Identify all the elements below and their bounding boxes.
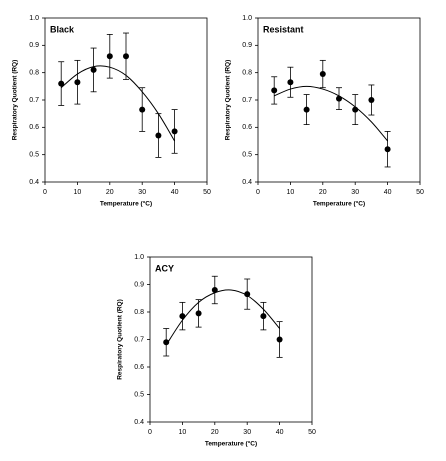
y-tick-label: 0.5 xyxy=(134,391,144,398)
y-tick-label: 0.8 xyxy=(29,70,39,77)
y-tick-label: 0.9 xyxy=(134,281,144,288)
y-tick-label: 0.4 xyxy=(134,419,144,426)
x-tick-label: 40 xyxy=(276,429,284,436)
x-tick-label: 20 xyxy=(211,429,219,436)
y-axis-label: Respiratory Quotient (RQ) xyxy=(117,299,124,380)
data-point xyxy=(123,53,129,60)
x-axis-label: Temperature (°C) xyxy=(100,200,152,208)
y-axis-label: Respiratory Quotient (RQ) xyxy=(225,60,232,141)
y-tick-label: 0.4 xyxy=(29,179,39,186)
fit-curve xyxy=(60,65,176,142)
data-point xyxy=(171,128,178,135)
data-point xyxy=(155,132,162,139)
data-point xyxy=(74,79,81,86)
data-point xyxy=(271,87,278,94)
x-tick-label: 50 xyxy=(308,429,316,436)
x-tick-label: 30 xyxy=(243,429,251,436)
data-point xyxy=(276,336,283,343)
y-tick-label: 0.7 xyxy=(134,336,144,343)
y-tick-label: 0.8 xyxy=(242,70,252,77)
x-tick-label: 20 xyxy=(319,189,327,196)
chart-title: ACY xyxy=(155,263,174,273)
y-tick-label: 0.5 xyxy=(29,152,39,159)
y-tick-label: 0.8 xyxy=(134,309,144,316)
y-tick-label: 0.6 xyxy=(242,124,252,131)
x-axis-label: Temperature (°C) xyxy=(313,200,365,208)
x-tick-label: 10 xyxy=(287,189,295,196)
x-tick-label: 0 xyxy=(148,429,152,436)
x-tick-label: 50 xyxy=(203,189,211,196)
data-point xyxy=(195,310,202,317)
x-tick-label: 0 xyxy=(43,189,47,196)
data-point xyxy=(352,106,359,113)
x-tick-label: 50 xyxy=(416,189,424,196)
y-tick-label: 0.6 xyxy=(29,124,39,131)
data-point xyxy=(106,53,113,60)
x-tick-label: 40 xyxy=(171,189,179,196)
y-tick-label: 0.7 xyxy=(242,97,252,104)
x-tick-label: 40 xyxy=(384,189,392,196)
data-point xyxy=(211,287,218,293)
y-tick-label: 1.0 xyxy=(242,15,252,22)
data-point xyxy=(319,71,326,78)
chart-title: Black xyxy=(50,24,75,34)
data-point xyxy=(244,291,251,298)
x-tick-label: 30 xyxy=(351,189,359,196)
y-tick-label: 1.0 xyxy=(134,254,144,261)
x-tick-label: 0 xyxy=(256,189,260,196)
plot-frame xyxy=(149,256,313,423)
y-tick-label: 0.6 xyxy=(134,364,144,371)
x-axis-label: Temperature (°C) xyxy=(205,440,257,448)
data-point xyxy=(179,313,186,320)
data-point xyxy=(58,80,65,87)
data-point xyxy=(260,313,267,320)
data-point xyxy=(139,106,146,113)
data-point xyxy=(368,97,375,103)
x-tick-label: 20 xyxy=(106,189,114,196)
data-point xyxy=(163,339,170,346)
y-tick-label: 0.4 xyxy=(242,179,252,186)
y-tick-label: 0.9 xyxy=(29,42,39,49)
x-tick-label: 10 xyxy=(74,189,82,196)
y-tick-label: 0.5 xyxy=(242,152,252,159)
data-point xyxy=(384,146,391,153)
y-tick-label: 1.0 xyxy=(29,15,39,22)
fit-curve xyxy=(274,85,388,142)
data-point xyxy=(303,106,310,113)
y-tick-label: 0.7 xyxy=(29,97,39,104)
x-tick-label: 30 xyxy=(138,189,146,196)
data-point xyxy=(287,79,294,86)
x-tick-label: 10 xyxy=(179,429,187,436)
data-point xyxy=(90,66,97,73)
y-tick-label: 0.9 xyxy=(242,42,252,49)
data-point xyxy=(336,95,342,102)
chart-title: Resistant xyxy=(263,24,304,34)
y-axis-label: Respiratory Quotient (RQ) xyxy=(12,60,19,141)
